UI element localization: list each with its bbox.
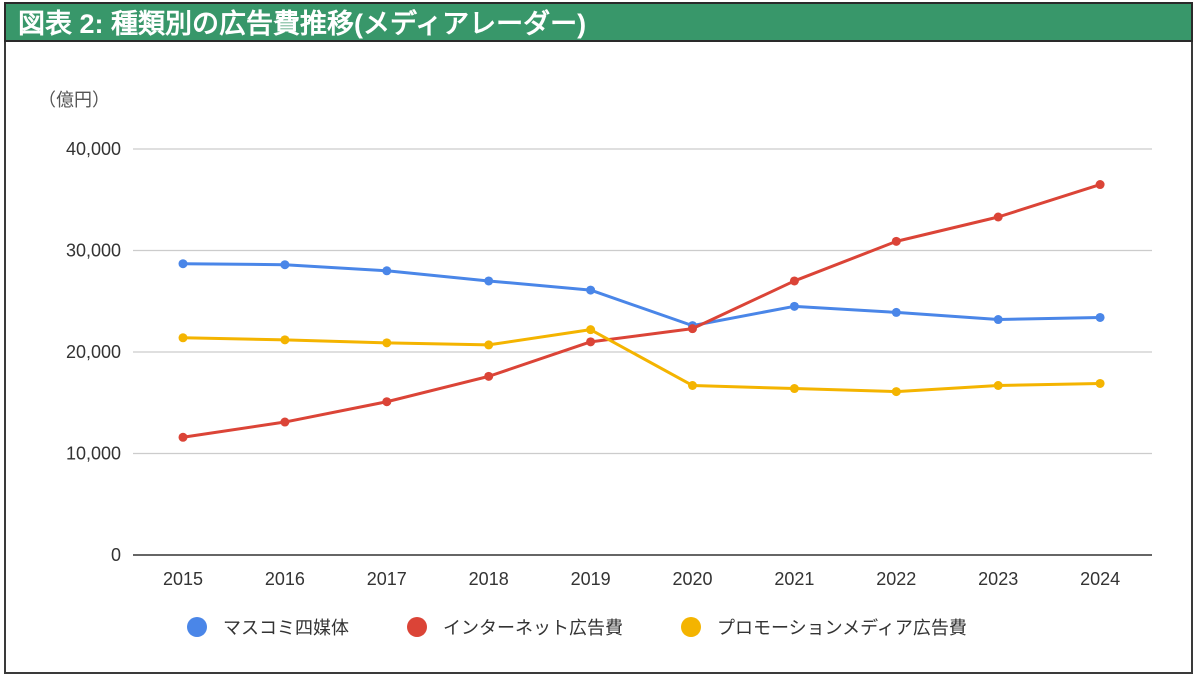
data-point bbox=[280, 260, 290, 270]
data-point bbox=[178, 432, 188, 442]
data-point bbox=[484, 340, 494, 350]
legend-item: マスコミ四媒体 bbox=[187, 617, 349, 638]
legend-item: プロモーションメディア広告費 bbox=[681, 617, 967, 638]
data-point bbox=[789, 276, 799, 286]
data-point bbox=[178, 259, 188, 269]
data-point bbox=[1095, 312, 1105, 322]
x-tick-label: 2023 bbox=[978, 569, 1018, 589]
data-point bbox=[789, 384, 799, 394]
data-point bbox=[688, 380, 697, 390]
series-line bbox=[181, 328, 1102, 394]
legend-item: インターネット広告費 bbox=[407, 617, 623, 638]
series-lines bbox=[178, 180, 1105, 442]
data-point bbox=[280, 335, 290, 345]
series-line bbox=[181, 262, 1102, 328]
legend-label: インターネット広告費 bbox=[443, 618, 623, 638]
data-point bbox=[993, 380, 1003, 390]
data-point bbox=[891, 387, 901, 397]
legend-marker bbox=[681, 617, 701, 637]
data-point bbox=[993, 315, 1003, 325]
x-tick-label: 2019 bbox=[571, 569, 611, 589]
x-tick-label: 2020 bbox=[672, 569, 712, 589]
data-point bbox=[382, 266, 392, 276]
y-tick-label: 10,000 bbox=[66, 444, 121, 464]
legend-marker bbox=[187, 617, 207, 637]
data-point bbox=[382, 338, 392, 348]
legend-label: プロモーションメディア広告費 bbox=[717, 618, 967, 638]
data-point bbox=[484, 276, 494, 286]
data-point bbox=[280, 417, 290, 427]
x-tick-label: 2018 bbox=[469, 569, 509, 589]
data-point bbox=[484, 371, 494, 381]
data-point bbox=[891, 307, 901, 317]
legend-label: マスコミ四媒体 bbox=[223, 618, 349, 638]
data-point bbox=[993, 212, 1003, 222]
x-tick-label: 2021 bbox=[774, 569, 814, 589]
data-point bbox=[1095, 378, 1105, 388]
x-axis-ticks: 2015 2016 2017 2018 2019 2020 2021 2022 2023 2024 bbox=[163, 569, 1120, 589]
x-tick-label: 2015 bbox=[163, 569, 203, 589]
y-tick-label: 30,000 bbox=[66, 241, 121, 261]
series-1 bbox=[178, 180, 1105, 442]
data-point bbox=[891, 236, 901, 246]
x-tick-label: 2016 bbox=[265, 569, 305, 589]
data-point bbox=[382, 397, 392, 407]
legend: マスコミ四媒体 インターネット広告費 プロモーションメディア広告費 bbox=[187, 617, 967, 638]
data-point bbox=[178, 333, 188, 343]
figure-header: 図表 2: 種類別の広告費推移(メディアレーダー) bbox=[4, 2, 1193, 42]
data-point bbox=[586, 285, 596, 295]
y-axis-ticks: 0 10,000 20,000 30,000 40,000 bbox=[66, 139, 121, 565]
figure-title: 図表 2: 種類別の広告費推移(メディアレーダー) bbox=[18, 9, 587, 39]
data-point bbox=[586, 337, 596, 347]
series-2 bbox=[178, 325, 1105, 397]
y-tick-label: 40,000 bbox=[66, 139, 121, 159]
y-tick-label: 20,000 bbox=[66, 342, 121, 362]
y-tick-label: 0 bbox=[111, 545, 121, 565]
series-0 bbox=[178, 259, 1105, 331]
data-point bbox=[789, 301, 799, 311]
legend-marker bbox=[407, 617, 427, 637]
data-point bbox=[1095, 180, 1105, 190]
gridlines bbox=[133, 148, 1152, 556]
x-tick-label: 2024 bbox=[1080, 569, 1120, 589]
data-point bbox=[586, 325, 596, 335]
x-tick-label: 2017 bbox=[367, 569, 407, 589]
x-tick-label: 2022 bbox=[876, 569, 916, 589]
data-point bbox=[688, 324, 697, 334]
series-line bbox=[181, 183, 1102, 439]
y-unit-label: （億円） bbox=[38, 90, 110, 110]
